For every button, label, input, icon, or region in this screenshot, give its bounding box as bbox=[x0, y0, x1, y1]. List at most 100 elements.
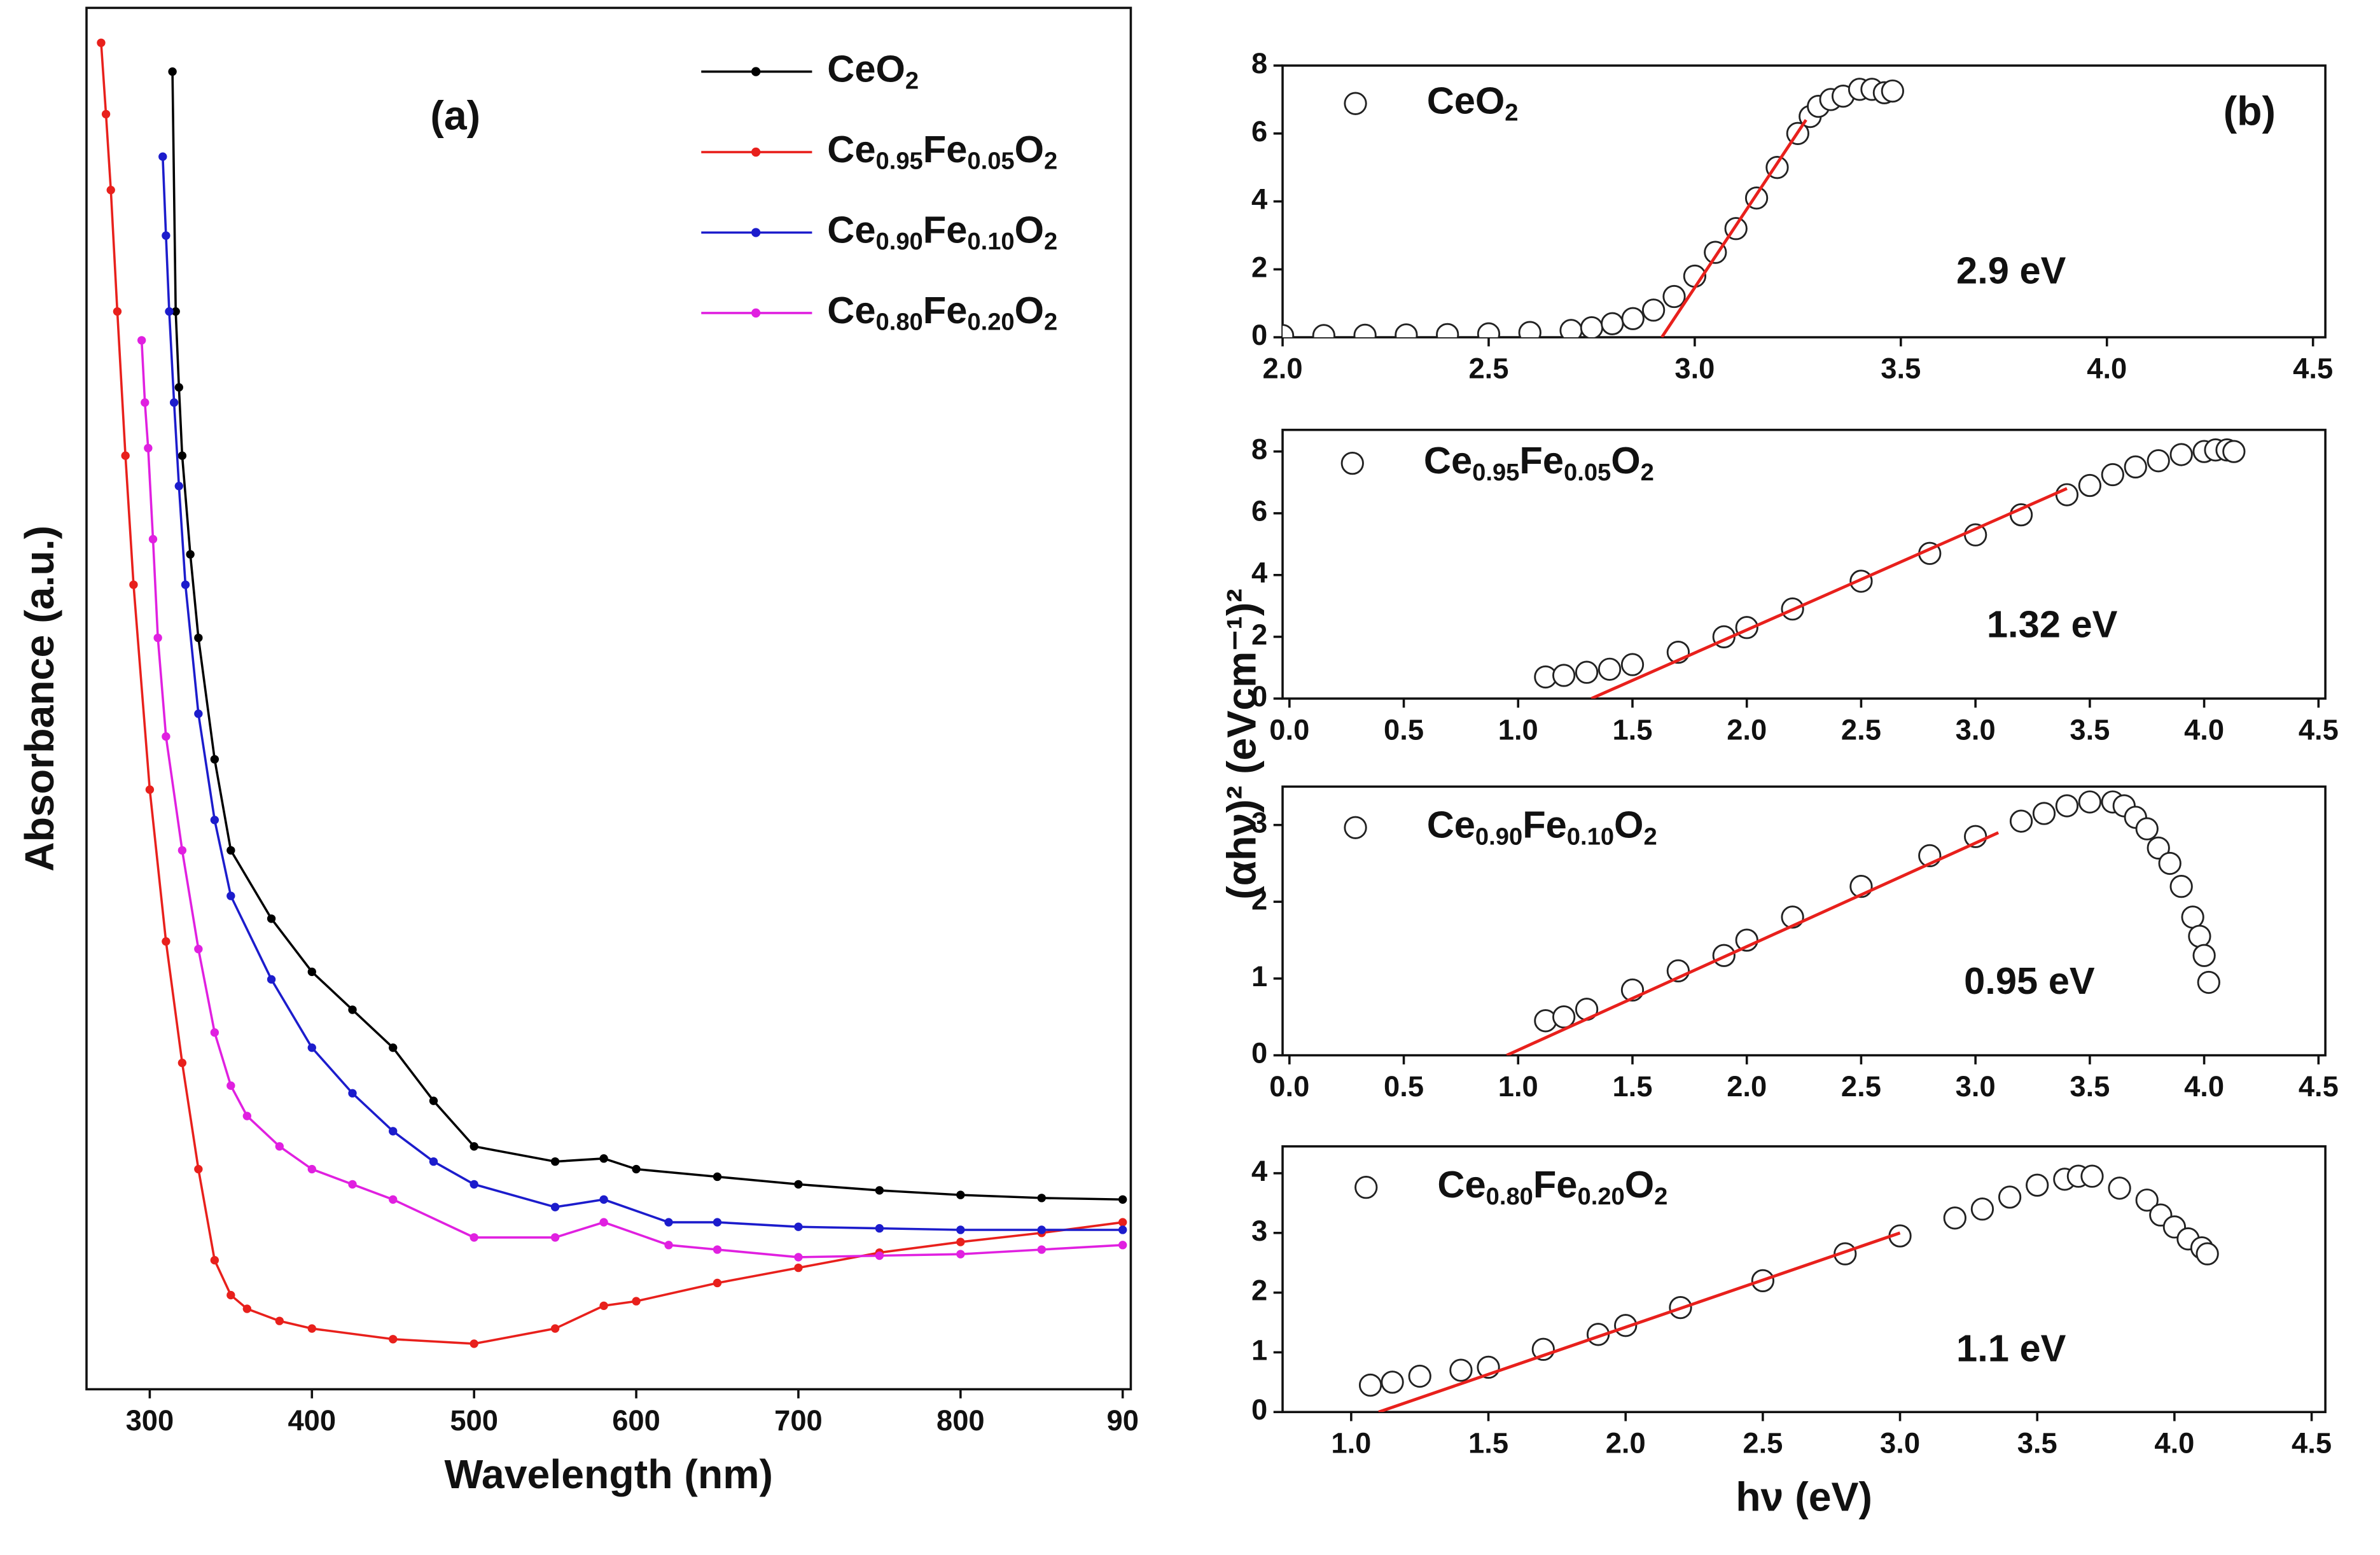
legend-label: Ce0.90Fe0.10O2 bbox=[827, 208, 1057, 255]
data-point bbox=[794, 1180, 803, 1189]
x-tick-label: 3.0 bbox=[1674, 352, 1715, 385]
x-tick-label: 0.5 bbox=[1384, 713, 1424, 746]
data-point bbox=[632, 1297, 641, 1306]
data-point bbox=[1408, 1364, 1431, 1388]
data-point bbox=[1436, 323, 1459, 338]
data-point bbox=[307, 1164, 316, 1174]
data-point bbox=[1597, 657, 1622, 681]
data-point bbox=[226, 891, 235, 900]
x-tick-label: 4.5 bbox=[2293, 352, 2333, 385]
data-point bbox=[1037, 1194, 1046, 1203]
data-point bbox=[194, 1164, 203, 1174]
data-point bbox=[470, 1233, 478, 1242]
data-point bbox=[177, 846, 187, 855]
legend-label: Ce0.95Fe0.05O2 bbox=[827, 128, 1057, 175]
data-point bbox=[1395, 323, 1418, 338]
y-tick-label: 2 bbox=[1251, 1274, 1267, 1307]
data-point bbox=[470, 1142, 478, 1151]
x-tick-label: 700 bbox=[774, 1404, 823, 1437]
data-point bbox=[1552, 664, 1576, 687]
data-point bbox=[599, 1301, 608, 1310]
x-tick-label: 3.5 bbox=[1881, 352, 1921, 385]
data-point bbox=[2147, 836, 2170, 860]
data-point bbox=[1312, 324, 1335, 338]
y-axis-label: Absorbance (a.u.) bbox=[17, 526, 62, 872]
x-tick-label: 1.5 bbox=[1612, 1070, 1652, 1103]
legend-label: Ce0.90Fe0.10O2 bbox=[1427, 803, 1657, 850]
data-point bbox=[242, 1304, 252, 1313]
x-tick-label: 3.0 bbox=[1880, 1427, 1920, 1460]
data-point bbox=[307, 967, 316, 977]
data-point bbox=[1614, 1314, 1638, 1337]
data-point bbox=[275, 1142, 284, 1151]
series-line bbox=[100, 43, 1123, 1345]
panel-label: (b) bbox=[2223, 88, 2276, 134]
data-point bbox=[550, 1233, 560, 1242]
data-point bbox=[177, 451, 187, 460]
data-point bbox=[2197, 970, 2220, 994]
data-point bbox=[2078, 790, 2102, 814]
y-tick-label: 2 bbox=[1251, 251, 1267, 283]
data-point bbox=[2135, 1189, 2159, 1212]
x-tick-label: 4.0 bbox=[2154, 1427, 2194, 1460]
data-point bbox=[713, 1245, 722, 1254]
data-point bbox=[226, 846, 235, 855]
data-point bbox=[875, 1251, 884, 1260]
x-tick-label: 3.5 bbox=[2070, 713, 2110, 746]
data-point bbox=[1118, 1195, 1127, 1204]
panel: 0.0 0.5 1.0 1.5 2.0 2.5 3.0 3.5 4.0 4.5 0 2 4 6 8 (αhν)… bbox=[1218, 428, 2339, 900]
data-point bbox=[1283, 324, 1295, 338]
panel: 1.0 1.5 2.0 2.5 3.0 3.5 4.0 4.5 0 1 2 3 4 hν (eV) 1.1 … bbox=[1251, 1145, 2332, 1520]
data-point bbox=[162, 732, 170, 741]
x-tick-label: 0.0 bbox=[1269, 713, 1309, 746]
x-tick-label: 2.0 bbox=[1263, 352, 1303, 385]
data-point bbox=[2135, 817, 2159, 840]
data-point bbox=[389, 1335, 398, 1344]
x-tick-label: 4.5 bbox=[2299, 1070, 2339, 1103]
y-tick-label: 8 bbox=[1251, 433, 1267, 466]
legend-marker bbox=[1344, 92, 1367, 115]
x-tick-label: 0.0 bbox=[1269, 1070, 1309, 1103]
x-tick-label: 1.5 bbox=[1612, 713, 1652, 746]
plot-area bbox=[97, 38, 1127, 1348]
data-point bbox=[168, 67, 177, 76]
panel: 300 400 500 600 700 800 90 Wavelength (nm) Absor… bbox=[17, 6, 1139, 1497]
data-point bbox=[165, 307, 174, 316]
x-tick-label: 1.5 bbox=[1468, 1427, 1508, 1460]
x-tick-label: 90 bbox=[1106, 1404, 1138, 1437]
data-point bbox=[101, 109, 111, 119]
data-point bbox=[470, 1180, 478, 1189]
data-point bbox=[174, 383, 183, 392]
y-tick-label: 0 bbox=[1251, 319, 1267, 351]
data-point bbox=[1518, 321, 1541, 338]
data-point bbox=[141, 398, 150, 407]
x-tick-label: 1.0 bbox=[1331, 1427, 1371, 1460]
data-point bbox=[1881, 79, 1904, 103]
x-tick-label: 2.5 bbox=[1468, 352, 1508, 385]
y-tick-label: 6 bbox=[1251, 495, 1267, 527]
data-point bbox=[2169, 875, 2193, 898]
data-point bbox=[2192, 944, 2216, 967]
legend-label: Ce0.80Fe0.20O2 bbox=[827, 289, 1057, 336]
plot-frame bbox=[85, 6, 1132, 1391]
y-tick-label: 1 bbox=[1251, 960, 1267, 993]
data-point bbox=[956, 1225, 965, 1234]
x-axis-label: hν (eV) bbox=[1736, 1474, 1872, 1520]
x-tick-label: 300 bbox=[126, 1404, 174, 1437]
data-point bbox=[226, 1081, 235, 1091]
data-point bbox=[169, 398, 179, 407]
data-point bbox=[713, 1172, 722, 1182]
data-point bbox=[875, 1224, 884, 1233]
x-tick-label: 3.0 bbox=[1956, 713, 1996, 746]
data-point bbox=[174, 482, 183, 491]
x-tick-label: 1.0 bbox=[1498, 1070, 1538, 1103]
data-point bbox=[1580, 316, 1604, 338]
data-point bbox=[2032, 802, 2056, 825]
data-point bbox=[2055, 483, 2079, 506]
data-point bbox=[171, 307, 180, 316]
plot-frame bbox=[1281, 1145, 2327, 1414]
data-point bbox=[713, 1278, 722, 1288]
legend-marker bbox=[751, 67, 761, 76]
legend-marker bbox=[751, 308, 761, 318]
x-tick-label: 4.0 bbox=[2184, 713, 2224, 746]
